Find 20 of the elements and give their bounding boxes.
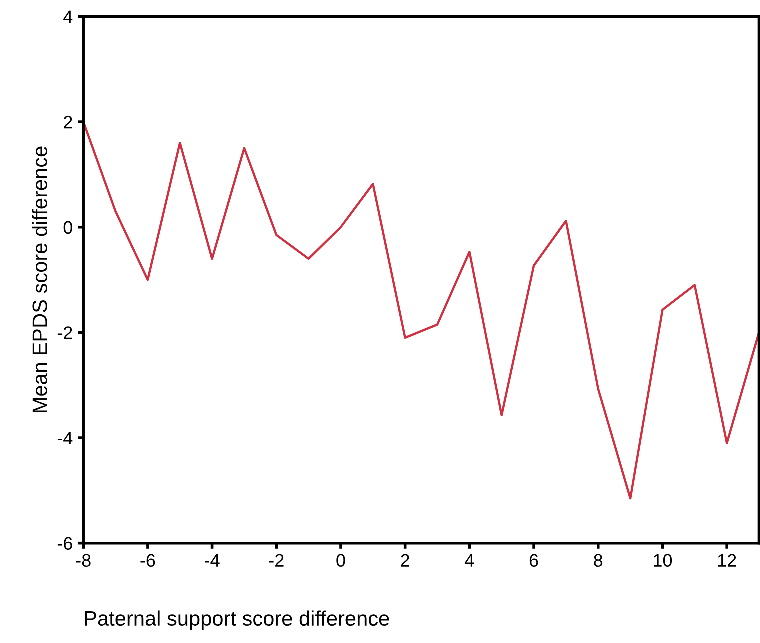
x-tick-label: -4 (205, 554, 220, 567)
y-tick-label: 0 (64, 221, 72, 234)
x-tick-label: -6 (140, 554, 156, 568)
x-tick-label: -2 (269, 554, 284, 567)
x-tick-label: 10 (654, 554, 672, 568)
y-tick-label: 2 (64, 116, 72, 129)
x-tick-label: 8 (594, 554, 603, 568)
x-axis-title: Paternal support score difference (85, 610, 390, 630)
x-tick-label: 4 (465, 554, 474, 567)
line-series (84, 120, 760, 500)
x-tick-label: 12 (718, 554, 736, 567)
y-tick-label: -4 (58, 432, 73, 445)
x-tick-label: -8 (76, 554, 91, 568)
x-tick-label: 6 (530, 554, 538, 568)
x-tick-label: 0 (336, 554, 346, 568)
y-tick-label: 4 (64, 10, 73, 24)
y-tick-label: -6 (58, 537, 72, 550)
x-tick-label: 2 (401, 554, 410, 567)
y-axis-title: Mean EPDS score difference (32, 146, 48, 412)
y-tick-label: -2 (58, 326, 72, 340)
